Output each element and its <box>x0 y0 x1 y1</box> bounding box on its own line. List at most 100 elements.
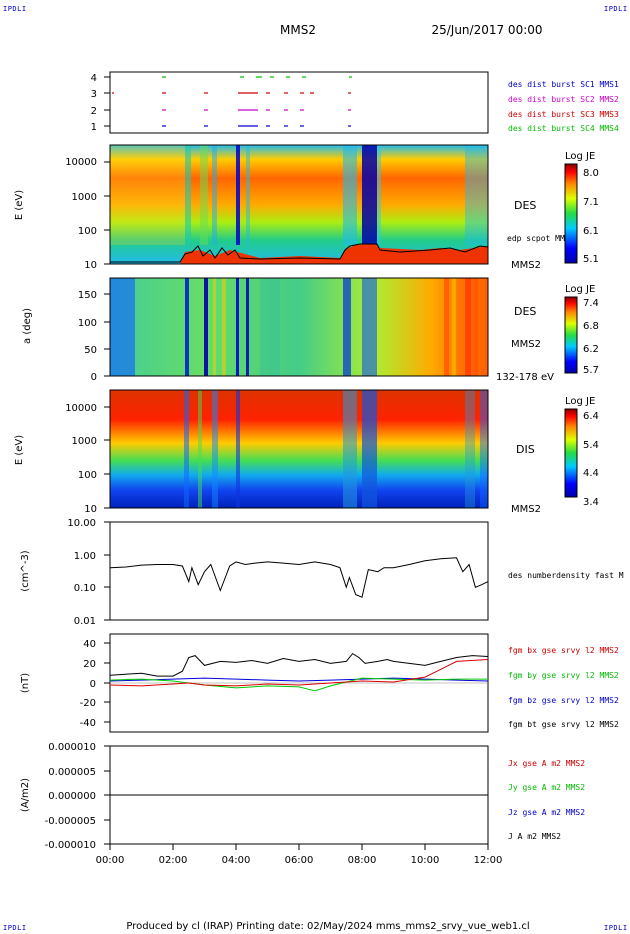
density-ytick: 1.00 <box>74 551 96 562</box>
des-pitch-label: DES <box>514 305 536 318</box>
des-pitch-ytick: 0 <box>91 372 97 383</box>
bfield-legend-bt: fgm bt gse srvy l2 MMS2 <box>508 720 619 729</box>
bfield-legend-bz: fgm bz gse srvy l2 MMS2 <box>508 696 619 705</box>
burst-yticks: 4 3 2 1 <box>91 73 97 133</box>
current-ytick: 0.000000 <box>48 791 96 802</box>
bfield-panel: (nT) 40 20 0 -20 -40 fgm bx gse srvy l2 … <box>20 633 619 733</box>
dis-energy-cbar-tick: 3.4 <box>583 497 599 508</box>
spectrogram-stripe <box>212 145 217 245</box>
dis-energy-label: DIS <box>516 443 535 456</box>
des-pitch-cbar-tick: 5.7 <box>583 365 599 376</box>
current-legend-j: J A m2 MMS2 <box>508 832 561 841</box>
density-ylabel: (cm^-3) <box>20 550 31 591</box>
des-energy-cbar-tick: 8.0 <box>583 168 599 179</box>
des-energy-panel: E (eV) 10000 1000 100 10 DES edp scpot M… <box>14 144 599 271</box>
spectrogram-stripe <box>362 390 377 508</box>
burst-intervals <box>112 76 352 127</box>
corner-tag-top-right: IPDLI <box>604 5 628 13</box>
current-ytick: -0.000010 <box>45 840 96 851</box>
spectrogram-stripe <box>465 390 475 508</box>
spectrogram-stripe <box>184 390 189 508</box>
spectrogram-stripe <box>110 145 185 245</box>
burst-legend-sc2: des dist burst SC2 MMS2 <box>508 95 619 104</box>
des-pitch-cbar-tick: 6.8 <box>583 321 599 332</box>
des-pitch-panel: a (deg) 150 100 50 0 DES MMS2 132-178 eV… <box>22 277 599 383</box>
time-tick: 12:00 <box>474 855 503 866</box>
des-pitch-ylabel: a (deg) <box>22 308 33 344</box>
des-energy-cbar-tick: 5.1 <box>583 254 599 265</box>
des-pitch-ytick: 50 <box>84 345 97 356</box>
time-tick: 08:00 <box>348 855 377 866</box>
spectrogram-stripe <box>236 278 239 376</box>
time-tick: 04:00 <box>222 855 251 866</box>
density-legend: des numberdensity fast M <box>508 571 624 580</box>
des-pitch-ytick: 100 <box>78 318 97 329</box>
corner-tag-top-left: IPDLI <box>3 5 27 13</box>
corner-tag-bottom-right: IPDLI <box>604 924 628 932</box>
spectrogram-stripe <box>185 145 191 245</box>
spectrogram-stripe <box>213 278 216 376</box>
dis-energy-cbar-title: Log JE <box>565 396 595 407</box>
burst-ytick: 3 <box>91 89 97 100</box>
density-line <box>109 557 489 598</box>
burst-legend-sc1: des dist burst SC1 MMS1 <box>508 80 619 89</box>
dis-energy-ytick: 10000 <box>65 403 97 414</box>
des-energy-spectrogram <box>110 145 488 264</box>
spectrogram-stripe <box>362 278 377 376</box>
bfield-legend-bx: fgm bx gse srvy l2 MMS2 <box>508 646 619 655</box>
density-panel: (cm^-3) 10.00 1.00 0.10 0.01 des numberd… <box>20 518 624 627</box>
des-pitch-sc-label: MMS2 <box>511 339 541 350</box>
dis-energy-spectrogram <box>110 390 488 508</box>
burst-ytick: 1 <box>91 122 97 133</box>
des-pitch-colorbar <box>564 296 578 374</box>
dis-energy-panel: E (eV) 10000 1000 100 10 DIS MMS2 Log JE… <box>14 389 599 515</box>
burst-tickmarks <box>104 76 110 127</box>
dis-energy-ytick: 100 <box>78 470 97 481</box>
des-energy-cbar-title: Log JE <box>565 151 595 162</box>
des-energy-ytick: 10 <box>84 260 97 271</box>
burst-panel: 4 3 2 1 des dist burst SC1 MMS1 des dist… <box>91 71 619 134</box>
current-ylabel: (A/m2) <box>20 778 31 812</box>
by-line <box>109 677 488 692</box>
current-ytick: 0.000010 <box>48 742 96 753</box>
spectrogram-stripe <box>343 390 357 508</box>
des-energy-colorbar <box>564 163 578 264</box>
bfield-ytick: 40 <box>83 639 96 650</box>
spectrogram-stripe <box>478 278 488 376</box>
bfield-ytick: 20 <box>83 659 96 670</box>
dis-energy-cbar-tick: 6.4 <box>583 411 599 422</box>
spectrogram-stripe <box>362 145 377 245</box>
spectrogram-stripe <box>200 145 208 245</box>
spectrogram-stripe <box>377 145 381 245</box>
scpot-line <box>110 243 489 263</box>
dis-energy-stripes <box>184 390 488 508</box>
spectrogram-stripe <box>110 278 135 376</box>
density-ytick: 10.00 <box>67 518 96 529</box>
des-energy-stripes <box>110 145 488 245</box>
dis-energy-ytick: 1000 <box>72 436 97 447</box>
bz-line <box>109 677 489 682</box>
footer-credit: Produced by cl (IRAP) Printing date: 02/… <box>126 921 529 932</box>
des-pitch-energy-range: 132-178 eV <box>496 372 554 383</box>
des-energy-ylabel: E (eV) <box>14 190 25 220</box>
spectrogram-stripe <box>343 145 357 245</box>
bfield-ytick: 0 <box>90 679 96 690</box>
burst-ytick: 4 <box>91 73 97 84</box>
current-panel: (A/m2) 0.000010 0.000005 0.000000 -0.000… <box>20 742 585 851</box>
des-energy-label: DES <box>514 199 536 212</box>
spectrogram-stripe <box>480 390 488 508</box>
spectrogram-stripe <box>343 278 351 376</box>
current-legend-jz: Jz gse A m2 MMS2 <box>508 808 585 817</box>
dis-energy-sc-label: MMS2 <box>511 504 541 515</box>
bfield-ytick: -20 <box>80 698 96 709</box>
des-pitch-ytick: 150 <box>78 290 97 301</box>
spectrogram-stripe <box>198 390 202 508</box>
burst-legend-sc4: des dist burst SC4 MMS4 <box>508 124 619 133</box>
density-ytick: 0.01 <box>74 616 96 627</box>
spectrogram-stripe <box>444 278 449 376</box>
spectrogram-stripe <box>204 278 208 376</box>
spectrogram-stripe <box>236 145 240 245</box>
des-energy-sc-label: MMS2 <box>511 260 541 271</box>
dis-energy-cbar-tick: 4.4 <box>583 468 599 479</box>
bfield-ytick: -40 <box>80 718 96 729</box>
